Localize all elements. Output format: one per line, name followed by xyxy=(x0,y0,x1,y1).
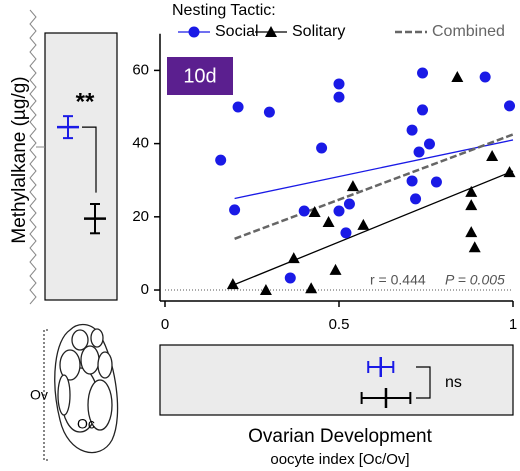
data-point xyxy=(430,176,442,188)
x-axis-sublabel: oocyte index [Oc/Ov] xyxy=(270,451,409,468)
data-point xyxy=(504,100,516,112)
data-point xyxy=(340,227,352,239)
inset-y-panel xyxy=(44,32,118,301)
stat-p: P = 0.005 xyxy=(445,272,505,288)
panel-label: 10d xyxy=(183,65,216,87)
diagram-inner-label: Oc xyxy=(77,416,95,432)
x-axis-label: Ovarian Development xyxy=(248,426,432,447)
data-point xyxy=(305,282,318,294)
data-point xyxy=(298,205,310,217)
data-point xyxy=(215,154,227,166)
data-point xyxy=(346,180,359,192)
legend-marker xyxy=(188,26,200,38)
data-point xyxy=(333,78,345,90)
significance-bracket xyxy=(82,126,97,193)
data-point xyxy=(308,206,321,218)
data-point xyxy=(316,142,328,154)
data-point xyxy=(263,106,275,118)
data-point xyxy=(322,215,335,227)
data-point xyxy=(486,150,499,162)
data-point xyxy=(333,91,345,103)
significance-label: ns xyxy=(445,374,462,391)
data-point xyxy=(232,101,244,113)
axis-break xyxy=(29,9,37,305)
y-tick-label: 40 xyxy=(132,135,149,152)
x-tick-label: 0 xyxy=(161,316,169,333)
data-point xyxy=(406,175,418,187)
data-point xyxy=(423,138,435,150)
data-point xyxy=(503,166,516,178)
panel-label-box xyxy=(167,57,233,95)
y-tick-label: 20 xyxy=(132,208,149,225)
data-point xyxy=(468,241,481,253)
significance-label: ** xyxy=(76,88,95,115)
data-point xyxy=(357,218,370,230)
x-tick-label: 0.5 xyxy=(329,316,350,333)
trend-line xyxy=(234,170,514,286)
data-point xyxy=(465,226,478,238)
ovary-diagram xyxy=(43,323,119,461)
data-point xyxy=(465,185,478,197)
data-point xyxy=(287,252,300,264)
legend-label: Social xyxy=(215,23,259,40)
y-axis-label: Methylalkane (µg/g) xyxy=(9,76,30,243)
data-point xyxy=(259,284,272,296)
data-point xyxy=(451,70,464,82)
data-point xyxy=(406,124,418,136)
trend-line xyxy=(234,139,514,200)
legend-label: Solitary xyxy=(292,23,345,40)
x-tick-label: 1 xyxy=(509,316,517,333)
data-point xyxy=(479,71,491,83)
data-point xyxy=(333,205,345,217)
data-point xyxy=(229,204,241,216)
data-point xyxy=(413,146,425,158)
data-point xyxy=(465,199,478,211)
legend-title: Nesting Tactic: xyxy=(172,2,276,19)
legend-marker xyxy=(265,26,277,37)
data-point xyxy=(417,67,429,79)
significance-bracket xyxy=(416,366,431,399)
inset-x-panel xyxy=(159,344,514,416)
data-point xyxy=(410,193,422,205)
y-tick-label: 0 xyxy=(141,281,149,298)
data-point xyxy=(343,198,355,210)
data-point xyxy=(329,263,342,275)
data-point xyxy=(226,278,239,290)
stat-r: r = 0.444 xyxy=(370,272,426,288)
y-tick-label: 60 xyxy=(132,61,149,78)
data-point xyxy=(417,104,429,116)
legend-label: Combined xyxy=(432,23,505,40)
data-point xyxy=(284,272,296,284)
diagram-outer-label: Ov xyxy=(30,387,48,403)
